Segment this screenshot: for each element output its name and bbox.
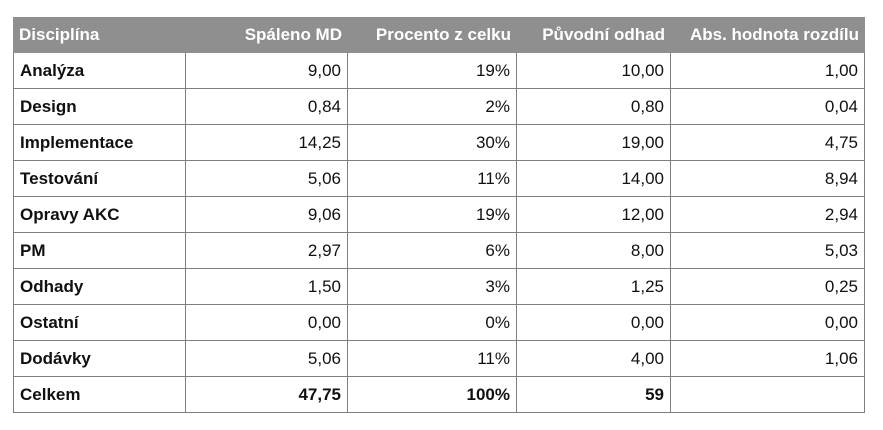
row-estimate: 14,00 [516, 160, 671, 197]
table-row: Opravy AKC 9,06 19% 12,00 2,94 [13, 196, 865, 233]
total-diff [670, 376, 865, 413]
row-estimate: 4,00 [516, 340, 671, 377]
row-percent: 11% [347, 160, 517, 197]
table-row: PM 2,97 6% 8,00 5,03 [13, 232, 865, 269]
row-estimate: 19,00 [516, 124, 671, 161]
row-estimate: 0,80 [516, 88, 671, 125]
table-row: Testování 5,06 11% 14,00 8,94 [13, 160, 865, 197]
row-diff: 4,75 [670, 124, 865, 161]
row-burned: 5,06 [185, 160, 348, 197]
table-row: Odhady 1,50 3% 1,25 0,25 [13, 268, 865, 305]
row-name: Ostatní [13, 304, 186, 341]
total-estimate: 59 [516, 376, 671, 413]
row-name: Design [13, 88, 186, 125]
total-burned: 47,75 [185, 376, 348, 413]
row-diff: 1,00 [670, 52, 865, 89]
row-burned: 2,97 [185, 232, 348, 269]
row-name: Testování [13, 160, 186, 197]
row-diff: 5,03 [670, 232, 865, 269]
row-percent: 0% [347, 304, 517, 341]
row-percent: 2% [347, 88, 517, 125]
row-estimate: 10,00 [516, 52, 671, 89]
row-percent: 19% [347, 52, 517, 89]
row-name: PM [13, 232, 186, 269]
row-diff: 0,25 [670, 268, 865, 305]
row-burned: 9,06 [185, 196, 348, 233]
table-row: Analýza 9,00 19% 10,00 1,00 [13, 52, 865, 89]
row-burned: 0,84 [185, 88, 348, 125]
row-diff: 0,00 [670, 304, 865, 341]
table-row: Ostatní 0,00 0% 0,00 0,00 [13, 304, 865, 341]
table-container: Disciplína Spáleno MD Procento z celku P… [13, 17, 865, 413]
row-name: Opravy AKC [13, 196, 186, 233]
row-estimate: 1,25 [516, 268, 671, 305]
row-percent: 6% [347, 232, 517, 269]
row-name: Dodávky [13, 340, 186, 377]
table-row: Design 0,84 2% 0,80 0,04 [13, 88, 865, 125]
row-name: Implementace [13, 124, 186, 161]
table-row: Implementace 14,25 30% 19,00 4,75 [13, 124, 865, 161]
row-percent: 19% [347, 196, 517, 233]
row-burned: 5,06 [185, 340, 348, 377]
row-estimate: 0,00 [516, 304, 671, 341]
row-diff: 0,04 [670, 88, 865, 125]
header-row: Disciplína Spáleno MD Procento z celku P… [13, 17, 865, 53]
row-percent: 30% [347, 124, 517, 161]
row-burned: 1,50 [185, 268, 348, 305]
total-row: Celkem 47,75 100% 59 [13, 376, 865, 413]
row-estimate: 8,00 [516, 232, 671, 269]
header-discipline: Disciplína [13, 17, 186, 53]
total-name: Celkem [13, 376, 186, 413]
row-diff: 8,94 [670, 160, 865, 197]
header-estimate: Původní odhad [516, 17, 671, 53]
row-name: Odhady [13, 268, 186, 305]
table-row: Dodávky 5,06 11% 4,00 1,06 [13, 340, 865, 377]
row-burned: 0,00 [185, 304, 348, 341]
row-diff: 1,06 [670, 340, 865, 377]
row-estimate: 12,00 [516, 196, 671, 233]
row-name: Analýza [13, 52, 186, 89]
row-percent: 11% [347, 340, 517, 377]
total-percent: 100% [347, 376, 517, 413]
row-burned: 9,00 [185, 52, 348, 89]
row-percent: 3% [347, 268, 517, 305]
header-percent: Procento z celku [347, 17, 517, 53]
discipline-table: Disciplína Spáleno MD Procento z celku P… [13, 17, 865, 413]
header-diff: Abs. hodnota rozdílu [670, 17, 865, 53]
row-diff: 2,94 [670, 196, 865, 233]
header-burned: Spáleno MD [185, 17, 348, 53]
row-burned: 14,25 [185, 124, 348, 161]
